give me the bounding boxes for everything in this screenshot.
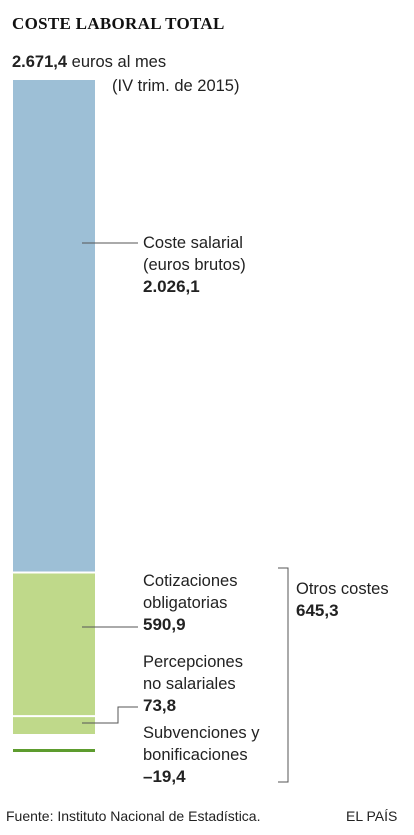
total-cost: 2.671,4 euros al mes xyxy=(12,53,166,72)
label-salarial-line2: (euros brutos) xyxy=(143,256,246,274)
total-period: (IV trim. de 2015) xyxy=(112,77,240,95)
value-salarial: 2.026,1 xyxy=(143,277,200,296)
label-subvenciones-line1: Subvenciones y xyxy=(143,724,260,742)
label-subvenciones: Subvenciones y bonificaciones –19,4 xyxy=(143,722,260,788)
label-cotizaciones: Cotizaciones obligatorias 590,9 xyxy=(143,570,237,636)
total-value: 2.671,4 xyxy=(12,53,68,71)
label-salarial: Coste salarial (euros brutos) 2.026,1 xyxy=(143,232,246,298)
label-cotizaciones-line1: Cotizaciones xyxy=(143,572,238,590)
stacked-bar-chart xyxy=(13,80,289,783)
brand-name: EL PAÍS xyxy=(346,808,398,824)
chart-title: COSTE LABORAL TOTAL xyxy=(12,14,225,33)
bar-segment-percepciones xyxy=(13,716,95,734)
label-salarial-line1: Coste salarial xyxy=(143,234,243,252)
bar-segment-subvenciones xyxy=(13,749,95,752)
value-subvenciones: –19,4 xyxy=(143,767,186,786)
source-note: Fuente: Instituto Nacional de Estadístic… xyxy=(6,808,261,824)
label-percepciones: Percepciones no salariales 73,8 xyxy=(143,651,243,717)
label-percepciones-line1: Percepciones xyxy=(143,653,243,671)
leader-percepciones xyxy=(82,706,138,724)
group-value: 645,3 xyxy=(296,601,339,620)
group-name: Otros costes xyxy=(296,580,389,598)
label-otros-costes: Otros costes 645,3 xyxy=(296,578,389,622)
otros-costes-bracket xyxy=(278,567,289,783)
value-cotizaciones: 590,9 xyxy=(143,615,186,634)
total-unit: euros al mes xyxy=(71,53,167,71)
bar-segment-cotizaciones xyxy=(13,572,95,717)
label-cotizaciones-line2: obligatorias xyxy=(143,594,228,612)
label-subvenciones-line2: bonificaciones xyxy=(143,746,248,764)
bar-segment-salarial xyxy=(13,80,95,573)
label-percepciones-line2: no salariales xyxy=(143,675,236,693)
value-percepciones: 73,8 xyxy=(143,696,177,715)
